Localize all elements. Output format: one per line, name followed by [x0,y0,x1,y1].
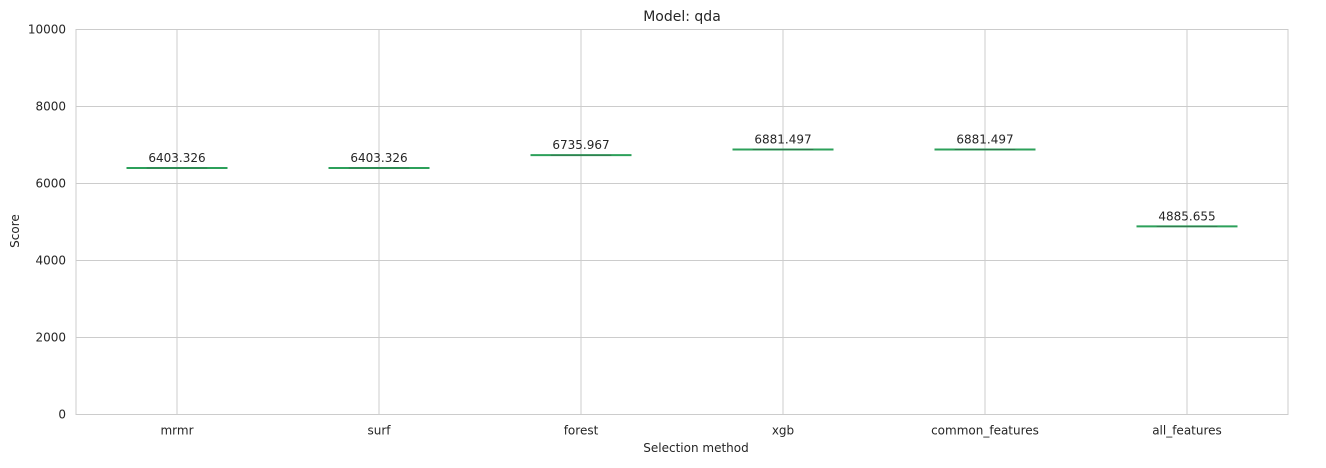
y-tick-label: 8000 [35,100,66,114]
data-label: 6403.326 [148,151,205,165]
x-tick-label: common_features [931,424,1039,438]
x-tick-label: surf [367,424,391,438]
data-label: 6881.497 [956,133,1013,147]
y-tick-label: 0 [58,408,66,422]
plot-area-frame [75,29,1289,415]
x-tick-label: all_features [1152,424,1222,438]
y-tick-label: 6000 [35,177,66,191]
y-tick-label: 10000 [28,23,66,37]
marks-layer: 6403.326 6403.326 6735.967 6881.497 6881.497… [126,133,1238,228]
y-axis-label: Score [8,214,22,248]
chart-title: Model: qda [643,9,721,25]
data-label: 4885.655 [1158,209,1215,223]
grid-layer [76,29,1288,415]
x-tick-label: mrmr [160,424,193,438]
data-label: 6881.497 [754,133,811,147]
y-tick-label: 2000 [35,331,66,345]
data-label: 6403.326 [350,151,407,165]
x-tick-label: forest [564,424,599,438]
data-label: 6735.967 [552,138,609,152]
ticks-layer: 0 2000 4000 6000 8000 10000 mrmr surf forest xgb c… [28,23,1222,438]
y-tick-label: 4000 [35,254,66,268]
x-tick-label: xgb [772,424,794,438]
x-axis-label: Selection method [643,441,748,455]
